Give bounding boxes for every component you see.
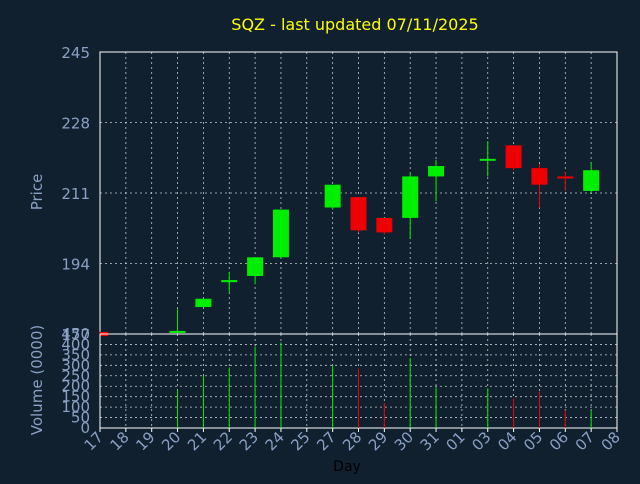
volume-tick-label: 0 — [80, 419, 90, 437]
x-tick-label: 30 — [391, 428, 417, 454]
candle-body — [169, 330, 186, 333]
price-tick-label: 228 — [61, 115, 90, 133]
x-tick-label: 21 — [184, 428, 210, 454]
x-tick-label: 19 — [132, 428, 158, 454]
x-axis-label: Day — [333, 459, 361, 475]
candle-body — [583, 170, 600, 191]
candle-body — [324, 184, 341, 208]
x-tick-label: 20 — [158, 428, 184, 454]
x-tick-label: 08 — [598, 428, 624, 454]
volume-tick-label: 250 — [61, 367, 90, 385]
candle-body — [531, 168, 548, 185]
candle-body — [557, 176, 574, 179]
candle-body — [505, 145, 522, 169]
x-tick-label: 31 — [417, 428, 443, 454]
volume-tick-label: 400 — [61, 335, 90, 353]
candle-body — [428, 166, 445, 177]
price-axis-label: Price — [28, 174, 46, 211]
x-tick-label: 01 — [442, 428, 468, 454]
x-tick-label: 27 — [313, 428, 339, 454]
price-panel: 177 194 211 228 245 — [61, 44, 618, 344]
volume-tick-label: 300 — [61, 356, 90, 374]
candle-body — [402, 176, 419, 218]
volume-tick-label: 50 — [71, 409, 90, 427]
x-tick-label: 29 — [365, 428, 391, 454]
price-tick-label: 211 — [61, 185, 90, 203]
candle-body — [195, 298, 212, 308]
candle-body — [376, 217, 393, 233]
x-tick-label: 05 — [520, 428, 546, 454]
volume-tick-label: 200 — [61, 377, 90, 395]
price-tick-label: 177 — [61, 326, 90, 344]
price-tick-label: 245 — [61, 44, 90, 62]
volume-tick-label: 350 — [61, 346, 90, 364]
x-tick-label: 28 — [339, 428, 365, 454]
volume-tick-label: 150 — [61, 388, 90, 406]
x-tick-label: 07 — [572, 428, 598, 454]
candle-body — [247, 257, 264, 276]
price-tick-label: 194 — [61, 256, 90, 274]
candle-body — [350, 197, 367, 231]
x-tick-label: 22 — [210, 428, 236, 454]
x-tick-label: 18 — [106, 428, 132, 454]
candle-body — [479, 158, 496, 161]
candle-body — [221, 280, 238, 283]
candle-body — [272, 209, 289, 258]
volume-axis-label: Volume (0000) — [28, 325, 46, 435]
x-tick-label: 24 — [262, 428, 288, 454]
volume-tick-label: 450 — [61, 325, 90, 343]
x-tick-label: 04 — [494, 428, 520, 454]
x-tick-label: 23 — [236, 428, 262, 454]
x-tick-label: 06 — [546, 428, 572, 454]
volume-tick-label: 100 — [61, 398, 90, 416]
x-tick-label: 25 — [287, 428, 313, 454]
x-tick-label: 03 — [468, 428, 494, 454]
chart-title: SQZ - last updated 07/11/2025 — [231, 15, 478, 34]
